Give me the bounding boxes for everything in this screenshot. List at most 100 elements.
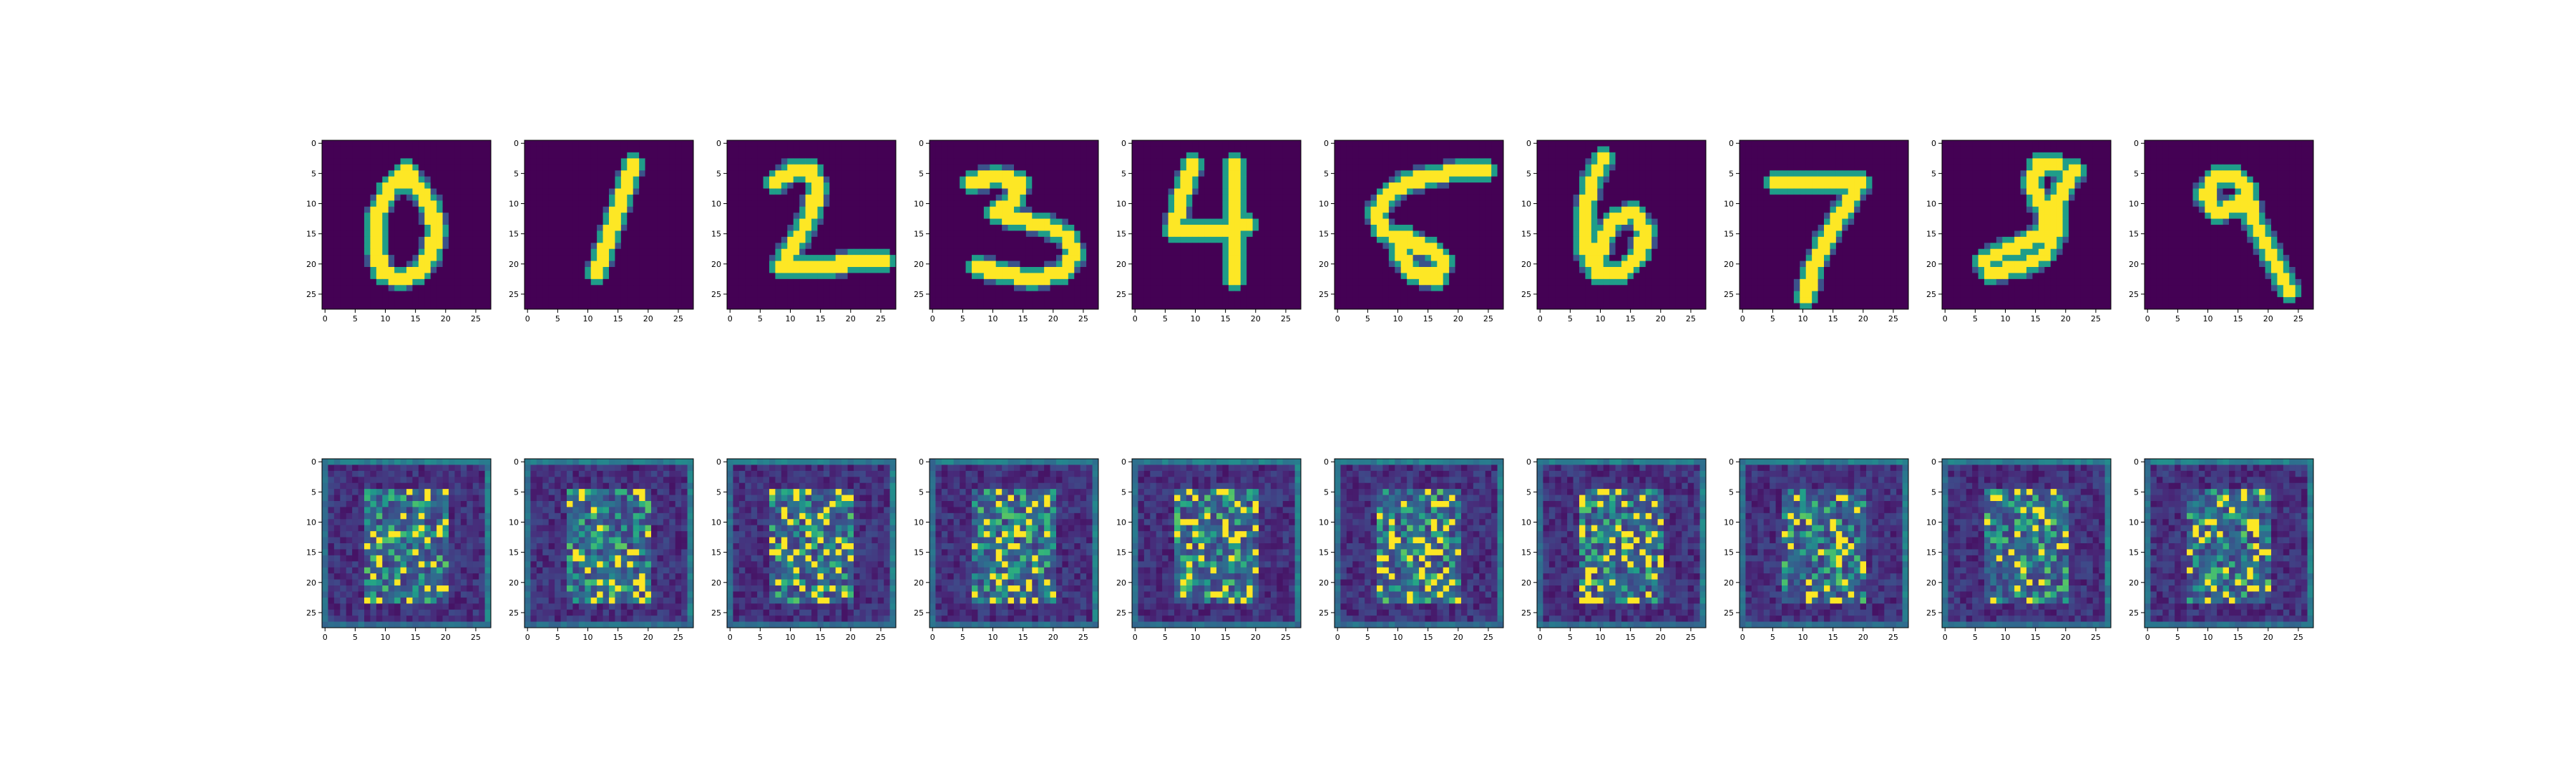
heatmap-cell	[1485, 243, 1492, 250]
heatmap-cell	[1579, 158, 1586, 165]
heatmap-cell	[657, 236, 664, 243]
x-tick-label: 5	[758, 314, 763, 324]
heatmap-cell	[346, 303, 353, 310]
heatmap-cell	[977, 218, 985, 225]
heatmap-cell	[536, 273, 543, 280]
heatmap-cell	[627, 206, 634, 213]
heatmap-cell	[406, 255, 413, 261]
heatmap-cell	[418, 140, 425, 147]
heatmap-cell	[823, 183, 830, 189]
heatmap-cell	[983, 261, 990, 268]
heatmap-cell	[681, 213, 688, 219]
heatmap-cell	[424, 188, 431, 195]
heatmap-cell	[727, 176, 733, 183]
heatmap-cell	[799, 183, 806, 189]
heatmap-cell	[805, 206, 812, 213]
heatmap-cell	[787, 278, 794, 286]
heatmap-cell	[1240, 248, 1247, 256]
heatmap-cell	[1289, 273, 1295, 280]
heatmap-cell	[370, 255, 377, 261]
heatmap-cell	[675, 278, 682, 286]
heatmap-cell	[889, 243, 897, 250]
heatmap-cell	[1234, 243, 1241, 250]
heatmap-cell	[639, 158, 645, 165]
heatmap-cell	[1014, 261, 1020, 268]
heatmap-cell	[1449, 243, 1455, 250]
heatmap-cell	[542, 303, 550, 310]
heatmap-cell	[460, 225, 467, 231]
heatmap-cell	[1270, 303, 1277, 310]
heatmap-cell	[941, 230, 948, 238]
heatmap-cell	[1467, 188, 1474, 195]
heatmap-cell	[388, 206, 395, 213]
heatmap-cell	[1282, 297, 1289, 303]
heatmap-cell	[578, 285, 585, 292]
heatmap-cell	[1370, 255, 1377, 261]
heatmap-cell	[884, 152, 890, 159]
heatmap-cell	[1080, 158, 1087, 165]
heatmap-cell	[412, 213, 419, 219]
heatmap-cell	[829, 158, 836, 165]
heatmap-cell	[960, 236, 966, 243]
heatmap-cell	[352, 146, 358, 153]
heatmap-cell	[484, 140, 492, 147]
heatmap-cell	[1449, 261, 1455, 268]
heatmap-cell	[1573, 146, 1580, 153]
heatmap-cell	[793, 183, 800, 189]
heatmap-cell	[1259, 194, 1265, 201]
heatmap-cell	[454, 278, 462, 286]
heatmap-cell	[1252, 140, 1259, 147]
heatmap-cell	[400, 213, 407, 219]
heatmap-cell	[763, 200, 770, 208]
heatmap-cell	[681, 200, 688, 208]
heatmap-cell	[1014, 236, 1020, 243]
heatmap-cell	[1407, 273, 1413, 280]
heatmap-cell	[1032, 176, 1039, 183]
heatmap-cell	[418, 183, 425, 189]
heatmap-cell	[633, 146, 640, 153]
heatmap-cell	[346, 158, 353, 165]
heatmap-cell	[872, 303, 879, 310]
heatmap-cell	[460, 188, 467, 195]
heatmap-cell	[1407, 164, 1413, 171]
heatmap-cell	[585, 146, 592, 153]
heatmap-cell	[953, 285, 960, 292]
heatmap-cell	[884, 236, 890, 243]
heatmap-cell	[1585, 152, 1592, 159]
heatmap-cell	[609, 146, 615, 153]
heatmap-cell	[1443, 273, 1450, 280]
heatmap-cell	[1473, 194, 1480, 201]
heatmap-cell	[1092, 218, 1099, 225]
heatmap-cell	[947, 278, 955, 286]
heatmap-cell	[1282, 218, 1289, 225]
heatmap-cell	[751, 140, 758, 147]
heatmap-cell	[799, 170, 806, 177]
heatmap-cell	[1234, 170, 1241, 177]
heatmap-cell	[805, 176, 812, 183]
heatmap-cell	[1014, 164, 1020, 171]
heatmap-cell	[460, 303, 467, 310]
heatmap-cell	[1204, 255, 1211, 261]
heatmap-cell	[472, 164, 479, 171]
heatmap-cell	[757, 194, 763, 201]
heatmap-cell	[449, 140, 455, 147]
heatmap-cell	[1259, 152, 1265, 159]
heatmap-cell	[781, 278, 788, 286]
heatmap-cell	[1174, 206, 1181, 213]
heatmap-cell	[953, 158, 960, 165]
heatmap-cell	[1479, 152, 1486, 159]
heatmap-cell	[1086, 213, 1093, 219]
heatmap-cell	[1198, 248, 1205, 256]
y-tick-label: 20	[509, 260, 519, 269]
heatmap-cell	[1664, 146, 1670, 153]
heatmap-cell	[751, 285, 758, 292]
heatmap-cell	[1204, 170, 1211, 177]
heatmap-cell	[1491, 194, 1498, 201]
heatmap-cell	[615, 285, 622, 292]
heatmap-cell	[793, 255, 800, 261]
heatmap-cell	[382, 255, 389, 261]
heatmap-cell	[333, 225, 341, 231]
heatmap-cell	[578, 243, 585, 250]
heatmap-cell	[1437, 261, 1444, 268]
